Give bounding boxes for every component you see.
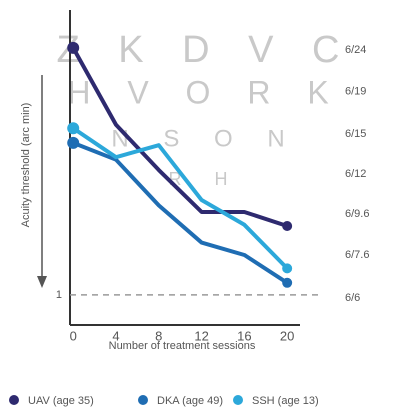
series-marker <box>67 41 80 54</box>
snellen-tick-label: 6/7.6 <box>345 249 369 261</box>
x-tick-label: 16 <box>237 328 251 343</box>
series-marker <box>67 136 80 149</box>
legend-label: UAV (age 35) <box>28 395 94 407</box>
x-tick-label: 4 <box>112 328 119 343</box>
snellen-tick-label: 6/9.6 <box>345 208 369 220</box>
x-axis-label: Number of treatment sessions <box>109 340 256 352</box>
x-tick-label: 0 <box>70 328 77 343</box>
snellen-tick-label: 6/6 <box>345 292 360 304</box>
arrow-head <box>37 276 47 288</box>
legend-marker <box>233 395 243 405</box>
snellen-tick-label: 6/15 <box>345 128 366 140</box>
snellen-tick-label: 6/12 <box>345 168 366 180</box>
series-marker <box>282 263 293 274</box>
series-marker <box>282 221 293 232</box>
snellen-tick-label: 6/24 <box>345 44 366 56</box>
series-line <box>72 141 289 285</box>
letter-row: Z K D V C <box>56 29 353 71</box>
legend-marker <box>9 395 19 405</box>
letter-row: H V O R K <box>67 74 342 110</box>
x-tick-label: 20 <box>280 328 294 343</box>
legend-label: SSH (age 13) <box>252 395 319 407</box>
x-tick-label: 12 <box>194 328 208 343</box>
series-marker <box>282 277 293 288</box>
y-tick-label: 1 <box>56 289 62 301</box>
legend-marker <box>138 395 148 405</box>
snellen-tick-label: 6/19 <box>345 86 366 98</box>
x-tick-label: 8 <box>155 328 162 343</box>
y-axis-label: Acuity threshold (arc min) <box>20 103 32 228</box>
legend-label: DKA (age 49) <box>157 395 223 407</box>
series-marker <box>67 122 80 135</box>
series-line <box>71 46 288 228</box>
series-line <box>72 126 289 270</box>
